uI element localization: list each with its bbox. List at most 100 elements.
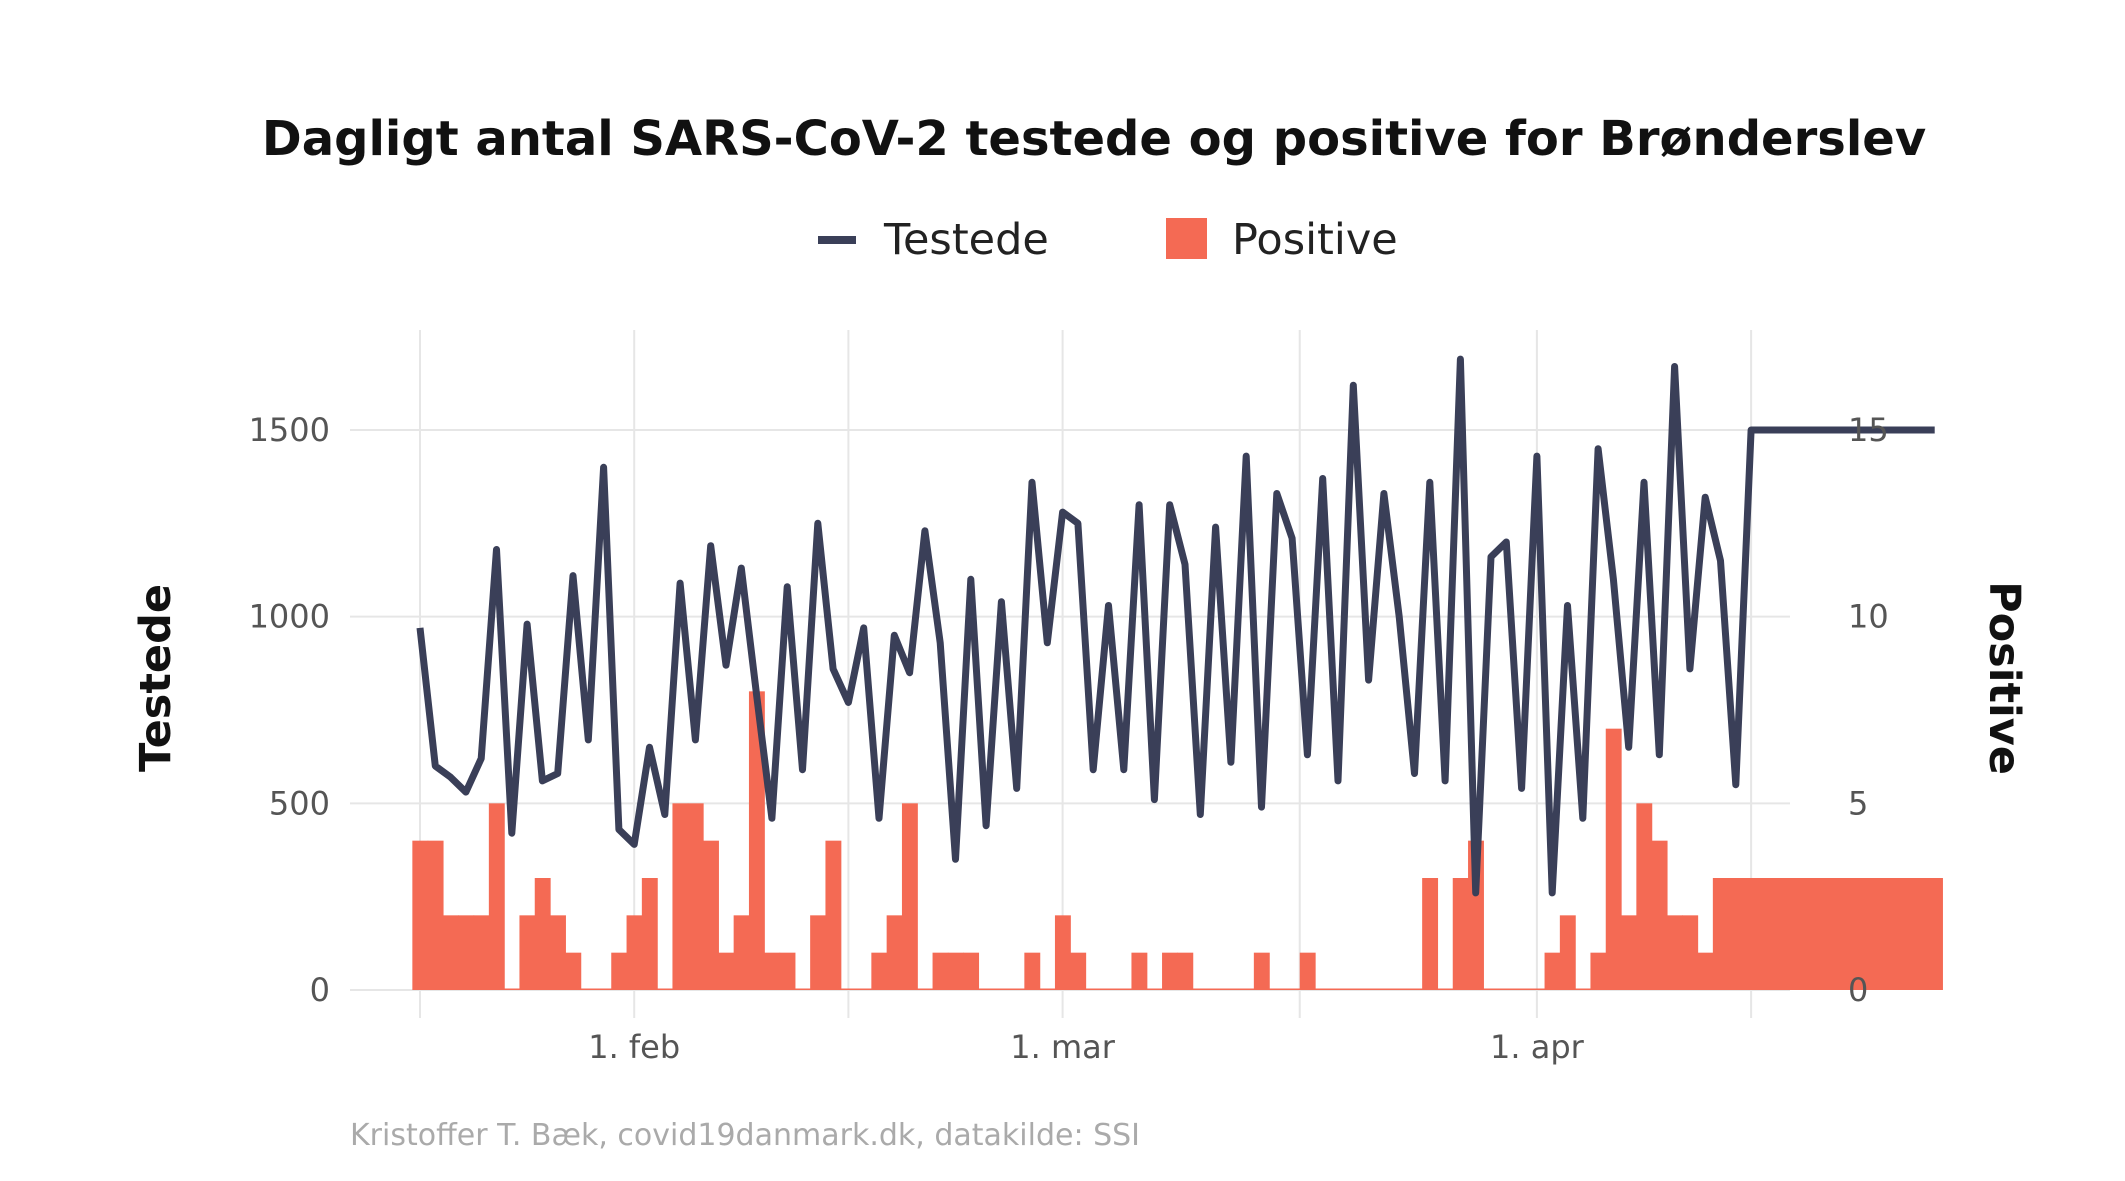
bar-positive xyxy=(1728,878,1745,990)
bar-positive xyxy=(1238,988,1255,990)
bar-positive xyxy=(1774,878,1790,990)
bar-positive xyxy=(1315,988,1331,990)
bar-positive xyxy=(779,952,796,990)
bar-positive xyxy=(1391,988,1408,990)
bar-positive xyxy=(947,952,964,990)
bar-positive xyxy=(672,803,689,990)
bar-positive xyxy=(810,915,827,990)
bar-positive xyxy=(534,878,551,990)
bar-positive xyxy=(1529,988,1546,990)
bar-positive xyxy=(1452,878,1469,990)
legend-label-positive: Positive xyxy=(1232,215,1398,265)
legend-bar-swatch xyxy=(1166,218,1207,259)
bar-positive xyxy=(718,952,735,990)
chart-title: Dagligt antal SARS-CoV-2 testede og posi… xyxy=(262,111,1926,167)
bar-positive xyxy=(657,988,674,990)
bar-positive xyxy=(427,840,444,990)
y-tick-label-left: 0 xyxy=(310,971,330,1009)
bar-positive xyxy=(473,915,490,990)
bar-positive xyxy=(442,915,459,990)
bar-positive xyxy=(1223,988,1240,990)
bar-positive xyxy=(871,952,888,990)
bar-positive xyxy=(1131,952,1148,990)
bars-layer xyxy=(412,691,1943,990)
bar-positive xyxy=(917,988,934,990)
bar-positive xyxy=(565,952,582,990)
bar-positive xyxy=(519,915,536,990)
bar-positive xyxy=(1498,988,1515,990)
bar-positive xyxy=(1483,988,1500,990)
bar-positive xyxy=(1743,878,1760,990)
bar-positive xyxy=(1666,915,1683,990)
bar-positive xyxy=(932,952,949,990)
bar-positive xyxy=(1865,878,1882,990)
bar-positive xyxy=(1070,952,1087,990)
y-axis-left-title: Testede xyxy=(131,584,181,772)
bar-positive xyxy=(886,915,903,990)
bar-positive xyxy=(1835,878,1852,990)
bar-positive xyxy=(1559,915,1576,990)
bar-positive xyxy=(1146,988,1163,990)
bar-positive xyxy=(1850,878,1867,990)
bar-positive xyxy=(1345,988,1362,990)
bar-positive xyxy=(1162,952,1178,990)
bar-positive xyxy=(794,988,811,990)
bar-positive xyxy=(1605,728,1622,990)
bar-positive xyxy=(1896,878,1913,990)
bar-positive xyxy=(703,840,719,990)
bar-positive xyxy=(641,878,658,990)
bar-positive xyxy=(1911,878,1928,990)
bar-positive xyxy=(856,988,872,990)
y-tick-label-right: 15 xyxy=(1848,411,1889,449)
legend-label-testede: Testede xyxy=(883,215,1049,265)
x-tick-label: 1. mar xyxy=(1010,1028,1115,1066)
line-layer xyxy=(416,355,1935,897)
bar-positive xyxy=(550,915,566,990)
bar-positive xyxy=(1819,878,1836,990)
bar-positive xyxy=(1024,952,1041,990)
bar-positive xyxy=(840,988,857,990)
bar-positive xyxy=(1054,915,1071,990)
bar-positive xyxy=(825,840,842,990)
bar-positive xyxy=(1406,988,1423,990)
bar-positive xyxy=(1682,915,1699,990)
x-tick-label: 1. apr xyxy=(1490,1028,1585,1066)
bar-positive xyxy=(1100,988,1117,990)
bar-positive xyxy=(1636,803,1653,990)
bar-positive xyxy=(1269,988,1286,990)
bar-positive xyxy=(488,803,505,990)
y-tick-label-left: 500 xyxy=(269,784,330,822)
bar-positive xyxy=(1376,988,1393,990)
bar-positive xyxy=(764,952,781,990)
bar-positive xyxy=(611,952,628,990)
y-tick-label-right: 5 xyxy=(1848,784,1868,822)
bar-positive xyxy=(687,803,704,990)
bar-positive xyxy=(458,915,475,990)
bar-positive xyxy=(1513,988,1530,990)
y-tick-label-left: 1000 xyxy=(249,598,330,636)
bar-positive xyxy=(1360,988,1377,990)
bar-positive xyxy=(1116,988,1133,990)
bar-positive xyxy=(626,915,643,990)
bar-positive xyxy=(1422,878,1439,990)
bar-positive xyxy=(748,691,765,990)
bar-positive xyxy=(733,915,750,990)
y-tick-label-left: 1500 xyxy=(249,411,330,449)
bar-positive xyxy=(1621,915,1637,990)
bar-positive xyxy=(1009,988,1025,990)
chart-caption: Kristoffer T. Bæk, covid19danmark.dk, da… xyxy=(350,1118,1140,1153)
bar-positive xyxy=(504,988,521,990)
bar-positive xyxy=(978,988,995,990)
bar-positive xyxy=(1575,988,1592,990)
bar-positive xyxy=(580,988,597,990)
bar-positive xyxy=(1651,840,1668,990)
bar-positive xyxy=(1039,988,1056,990)
bar-positive xyxy=(595,988,612,990)
bar-positive xyxy=(1284,988,1301,990)
bar-positive xyxy=(1192,988,1209,990)
bar-positive xyxy=(1085,988,1102,990)
ticks-layer: 0 0 500 5 1000 10 1500 15 1. feb 1. mar 1. apr xyxy=(249,411,1889,1066)
y-axis-right-title: Positive xyxy=(1979,581,2029,775)
bar-positive xyxy=(1697,952,1714,990)
